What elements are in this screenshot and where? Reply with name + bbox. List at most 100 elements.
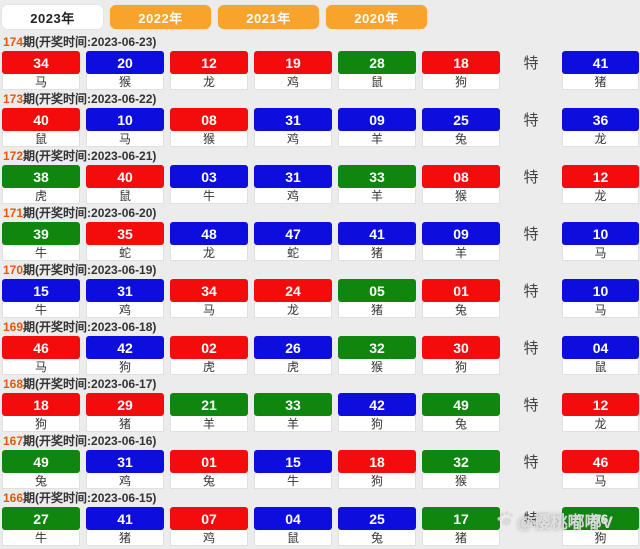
ball-zodiac: 鸡 bbox=[254, 188, 332, 204]
ball-grid: 49 兔 31 鸡 01 兔 15 牛 18 狗 32 猴特 46 马 bbox=[2, 450, 640, 489]
ball-zodiac: 龙 bbox=[562, 188, 639, 204]
special-ball-cell: 12 龙 bbox=[562, 165, 639, 204]
special-ball-cell: 41 猪 bbox=[562, 51, 639, 90]
ball-zodiac: 虎 bbox=[2, 188, 80, 204]
ball-cell: 15 牛 bbox=[2, 279, 80, 318]
period-suffix: 期(开奖时间:2023-06-21) bbox=[23, 149, 157, 163]
ball-zodiac: 狗 bbox=[2, 416, 80, 432]
ball-cell: 32 猴 bbox=[422, 450, 500, 489]
period-number: 174 bbox=[3, 35, 24, 49]
ball-number: 02 bbox=[170, 336, 248, 359]
ball-cell: 25 兔 bbox=[422, 108, 500, 147]
ball-zodiac: 龙 bbox=[254, 302, 332, 318]
special-ball-cell: 12 龙 bbox=[562, 393, 639, 432]
ball-zodiac: 兔 bbox=[2, 473, 80, 489]
ball-zodiac: 马 bbox=[562, 473, 639, 489]
ball-zodiac: 猪 bbox=[562, 74, 639, 90]
ball-number: 31 bbox=[254, 165, 332, 188]
period-number: 169 bbox=[3, 320, 24, 334]
ball-number: 39 bbox=[2, 222, 80, 245]
ball-zodiac: 虎 bbox=[254, 359, 332, 375]
ball-cell: 29 猪 bbox=[86, 393, 164, 432]
ball-zodiac: 羊 bbox=[338, 188, 416, 204]
ball-zodiac: 狗 bbox=[338, 416, 416, 432]
ball-zodiac: 猪 bbox=[338, 302, 416, 318]
special-ball-cell: 04 鼠 bbox=[562, 336, 639, 375]
ball-zodiac: 牛 bbox=[2, 530, 80, 546]
period-suffix: 期(开奖时间:2023-06-19) bbox=[23, 263, 157, 277]
ball-number: 41 bbox=[562, 51, 639, 74]
ball-zodiac: 狗 bbox=[338, 473, 416, 489]
draw-row-166: 166期(开奖时间:2023-06-15) 27 牛 41 猪 07 鸡 04 鼠 25 兔 17 猪特… bbox=[0, 489, 640, 546]
ball-number: 19 bbox=[254, 51, 332, 74]
draw-period-label: 168期(开奖时间:2023-06-17) bbox=[3, 378, 640, 391]
ball-number: 32 bbox=[422, 450, 500, 473]
ball-cell: 30 狗 bbox=[422, 336, 500, 375]
ball-number: 06 bbox=[562, 507, 639, 530]
special-marker: 特 bbox=[523, 55, 539, 72]
ball-cell: 09 羊 bbox=[338, 108, 416, 147]
period-suffix: 期(开奖时间:2023-06-22) bbox=[23, 92, 157, 106]
ball-cell: 20 猴 bbox=[86, 51, 164, 90]
ball-number: 32 bbox=[338, 336, 416, 359]
ball-cell: 12 龙 bbox=[170, 51, 248, 90]
ball-cell: 41 猪 bbox=[86, 507, 164, 546]
ball-number: 03 bbox=[170, 165, 248, 188]
year-tabbar: 2023年 2022年 2021年 2020年 bbox=[0, 0, 640, 33]
ball-zodiac: 羊 bbox=[422, 245, 500, 261]
ball-zodiac: 猪 bbox=[86, 530, 164, 546]
ball-zodiac: 鼠 bbox=[338, 74, 416, 90]
ball-cell: 48 龙 bbox=[170, 222, 248, 261]
ball-cell: 35 蛇 bbox=[86, 222, 164, 261]
draw-row-173: 173期(开奖时间:2023-06-22) 40 鼠 10 马 08 猴 31 鸡 09 羊 25 兔特… bbox=[0, 90, 640, 147]
special-marker: 特 bbox=[523, 226, 539, 243]
ball-number: 40 bbox=[2, 108, 80, 131]
ball-number: 29 bbox=[86, 393, 164, 416]
draw-period-label: 171期(开奖时间:2023-06-20) bbox=[3, 207, 640, 220]
ball-cell: 03 牛 bbox=[170, 165, 248, 204]
draw-row-167: 167期(开奖时间:2023-06-16) 49 兔 31 鸡 01 兔 15 牛 18 狗 32 猴特… bbox=[0, 432, 640, 489]
ball-zodiac: 兔 bbox=[170, 473, 248, 489]
ball-zodiac: 猴 bbox=[338, 359, 416, 375]
ball-cell: 25 兔 bbox=[338, 507, 416, 546]
draw-period-label: 169期(开奖时间:2023-06-18) bbox=[3, 321, 640, 334]
ball-grid: 18 狗 29 猪 21 羊 33 羊 42 狗 49 兔特 12 龙 bbox=[2, 393, 640, 432]
ball-number: 34 bbox=[2, 51, 80, 74]
period-number: 166 bbox=[3, 491, 24, 505]
special-marker: 特 bbox=[523, 397, 539, 414]
ball-zodiac: 蛇 bbox=[254, 245, 332, 261]
draw-row-168: 168期(开奖时间:2023-06-17) 18 狗 29 猪 21 羊 33 羊 42 狗 49 兔特… bbox=[0, 375, 640, 432]
tab-2022年[interactable]: 2022年 bbox=[110, 5, 211, 29]
tab-2020年[interactable]: 2020年 bbox=[326, 5, 427, 29]
special-marker: 特 bbox=[523, 169, 539, 186]
ball-zodiac: 鼠 bbox=[562, 359, 639, 375]
ball-cell: 08 猴 bbox=[422, 165, 500, 204]
ball-grid: 15 牛 31 鸡 34 马 24 龙 05 猪 01 兔特 10 马 bbox=[2, 279, 640, 318]
ball-cell: 24 龙 bbox=[254, 279, 332, 318]
ball-number: 04 bbox=[562, 336, 639, 359]
tab-2021年[interactable]: 2021年 bbox=[218, 5, 319, 29]
tab-2023年[interactable]: 2023年 bbox=[2, 5, 103, 29]
ball-zodiac: 猴 bbox=[170, 131, 248, 147]
special-ball-cell: 10 马 bbox=[562, 279, 639, 318]
ball-cell: 34 马 bbox=[2, 51, 80, 90]
ball-grid: 27 牛 41 猪 07 鸡 04 鼠 25 兔 17 猪特 06 狗 bbox=[2, 507, 640, 546]
ball-cell: 31 鸡 bbox=[86, 279, 164, 318]
ball-number: 17 bbox=[422, 507, 500, 530]
ball-cell: 38 虎 bbox=[2, 165, 80, 204]
period-suffix: 期(开奖时间:2023-06-16) bbox=[23, 434, 157, 448]
draw-row-169: 169期(开奖时间:2023-06-18) 46 马 42 狗 02 虎 26 虎 32 猴 30 狗特… bbox=[0, 318, 640, 375]
ball-zodiac: 龙 bbox=[562, 416, 639, 432]
ball-number: 33 bbox=[254, 393, 332, 416]
ball-zodiac: 蛇 bbox=[86, 245, 164, 261]
special-marker: 特 bbox=[523, 511, 539, 528]
ball-number: 08 bbox=[422, 165, 500, 188]
ball-number: 10 bbox=[562, 222, 639, 245]
ball-number: 35 bbox=[86, 222, 164, 245]
ball-zodiac: 龙 bbox=[170, 245, 248, 261]
ball-number: 25 bbox=[422, 108, 500, 131]
ball-number: 40 bbox=[86, 165, 164, 188]
ball-number: 41 bbox=[338, 222, 416, 245]
ball-cell: 26 虎 bbox=[254, 336, 332, 375]
ball-number: 18 bbox=[422, 51, 500, 74]
